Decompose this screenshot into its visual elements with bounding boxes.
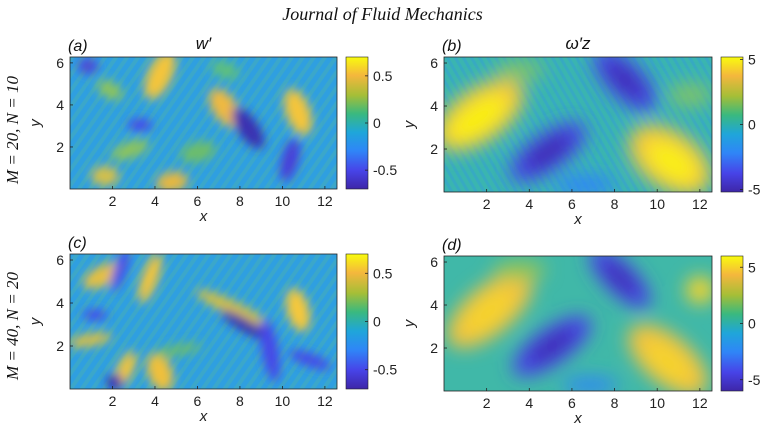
y-tick-label: 4 [56, 295, 64, 311]
x-tick-label: 12 [692, 395, 708, 411]
x-tick-label: 4 [151, 193, 159, 209]
x-tick-label: 12 [317, 193, 333, 209]
journal-header: Journal of Fluid Mechanics [282, 4, 483, 24]
panel-c [69, 253, 338, 390]
colorbar-tick-label: 0.5 [373, 265, 393, 281]
y-tick-label: 2 [430, 141, 438, 157]
panel-d [443, 255, 713, 392]
colorbar-d [720, 255, 744, 392]
y-tick-label: 6 [56, 55, 64, 71]
y-tick-label: 4 [430, 297, 438, 313]
x-tick-label: 6 [194, 393, 202, 409]
x-axis-label: x [199, 208, 208, 225]
x-tick-label: 8 [611, 196, 619, 212]
x-tick-label: 6 [568, 196, 576, 212]
colorbar-tick-label: 5 [748, 52, 756, 68]
heatmap-b [444, 57, 712, 192]
x-tick-label: 2 [109, 393, 117, 409]
panel-title: w′ [196, 34, 212, 53]
x-tick-label: 6 [568, 395, 576, 411]
panel-label: (c) [68, 235, 87, 252]
panel-b [443, 56, 713, 193]
x-tick-label: 2 [483, 196, 491, 212]
x-tick-label: 2 [109, 193, 117, 209]
colorbar-tick-label: -0.5 [373, 362, 397, 378]
x-tick-label: 4 [525, 395, 533, 411]
x-tick-label: 10 [275, 393, 291, 409]
panel-label: (d) [442, 237, 462, 254]
y-tick-label: 2 [430, 340, 438, 356]
heatmap-a [70, 57, 337, 189]
x-tick-label: 8 [611, 395, 619, 411]
y-tick-label: 6 [430, 254, 438, 270]
colorbar-b [720, 56, 744, 193]
x-axis-label: x [573, 211, 582, 228]
colorbar-tick-label: 0.5 [373, 68, 393, 84]
y-axis-label: y [27, 316, 44, 326]
colorbar-tick-label: 0 [373, 115, 381, 131]
colorbar-a [345, 56, 369, 190]
x-axis-label: x [573, 410, 582, 427]
colorbar-tick-label: 0 [748, 117, 756, 133]
y-tick-label: 2 [56, 139, 64, 155]
x-tick-label: 4 [151, 393, 159, 409]
colorbar-tick-label: 0 [373, 314, 381, 330]
y-tick-label: 6 [56, 252, 64, 268]
x-tick-label: 6 [194, 193, 202, 209]
x-tick-label: 10 [649, 395, 665, 411]
y-axis-label: y [27, 118, 44, 128]
x-tick-label: 10 [275, 193, 291, 209]
heatmap-c [70, 254, 337, 389]
panel-title: ω′z [566, 34, 591, 53]
y-tick-label: 6 [430, 55, 438, 71]
x-tick-label: 12 [692, 196, 708, 212]
panel-label: (a) [68, 38, 88, 55]
colorbar-tick-label: 5 [748, 259, 756, 275]
panel-label: (b) [442, 38, 462, 55]
heatmap-d [444, 256, 712, 391]
colorbar-tick-label: 0 [748, 316, 756, 332]
x-tick-label: 8 [236, 193, 244, 209]
y-axis-label: y [401, 119, 418, 129]
colorbar-c [345, 253, 369, 390]
x-tick-label: 12 [317, 393, 333, 409]
panel-a [69, 56, 338, 190]
x-tick-label: 8 [236, 393, 244, 409]
x-tick-label: 10 [649, 196, 665, 212]
colorbar-tick-label: -5 [748, 372, 761, 388]
x-axis-label: x [199, 408, 208, 425]
y-tick-label: 2 [56, 338, 64, 354]
y-tick-label: 4 [56, 97, 64, 113]
colorbar-tick-label: -0.5 [373, 162, 397, 178]
y-axis-label: y [401, 318, 418, 328]
colorbar-tick-label: -5 [748, 181, 761, 197]
y-tick-label: 4 [430, 98, 438, 114]
x-tick-label: 2 [483, 395, 491, 411]
x-tick-label: 4 [525, 196, 533, 212]
